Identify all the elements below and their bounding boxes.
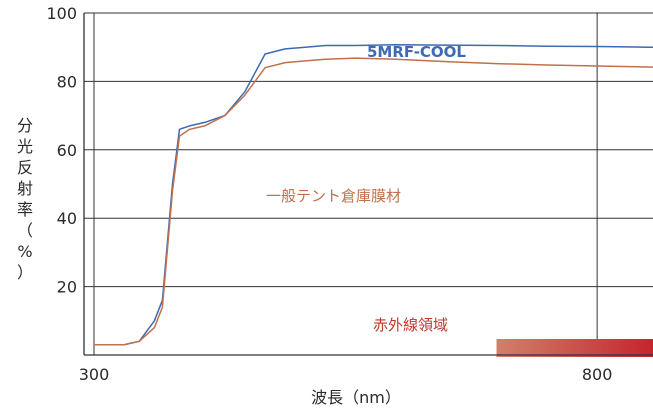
y-axis-label-char: 分	[17, 116, 33, 135]
infrared-band-bar	[496, 339, 653, 357]
y-axis-label-char: %	[17, 242, 32, 261]
y-axis-label-char: 射	[17, 179, 33, 198]
y-axis-label-char: ）	[17, 263, 33, 282]
series-label-general-tent: 一般テント倉庫膜材	[266, 187, 401, 205]
y-tick-label: 100	[46, 4, 77, 23]
y-axis-label-char: 光	[17, 137, 33, 156]
infrared-band	[496, 339, 653, 357]
series-line-5mrf-cool	[94, 44, 653, 346]
y-tick-label: 80	[57, 72, 77, 91]
series-line-general-tent	[94, 57, 653, 346]
series-label-5mrf-cool: 5MRF-COOL	[367, 43, 466, 61]
axes	[83, 13, 653, 356]
y-axis-label-char: 反	[17, 158, 33, 177]
plot-background	[84, 13, 653, 355]
y-axis-label-char: 率	[17, 200, 33, 219]
y-tick-label: 60	[57, 141, 77, 160]
y-tick-label: 40	[57, 209, 77, 228]
series-lines	[94, 44, 653, 346]
x-axis-label: 波長（nm）	[311, 388, 401, 407]
x-tick-label: 800	[582, 365, 613, 384]
y-axis-label-char: （	[17, 221, 33, 240]
tick-labels: 20406080100300800130018002300	[46, 4, 613, 384]
band-label-infrared: 赤外線領域	[373, 316, 448, 334]
grid-lines	[84, 12, 653, 355]
y-tick-label: 20	[57, 278, 77, 297]
x-tick-label: 300	[79, 365, 110, 384]
